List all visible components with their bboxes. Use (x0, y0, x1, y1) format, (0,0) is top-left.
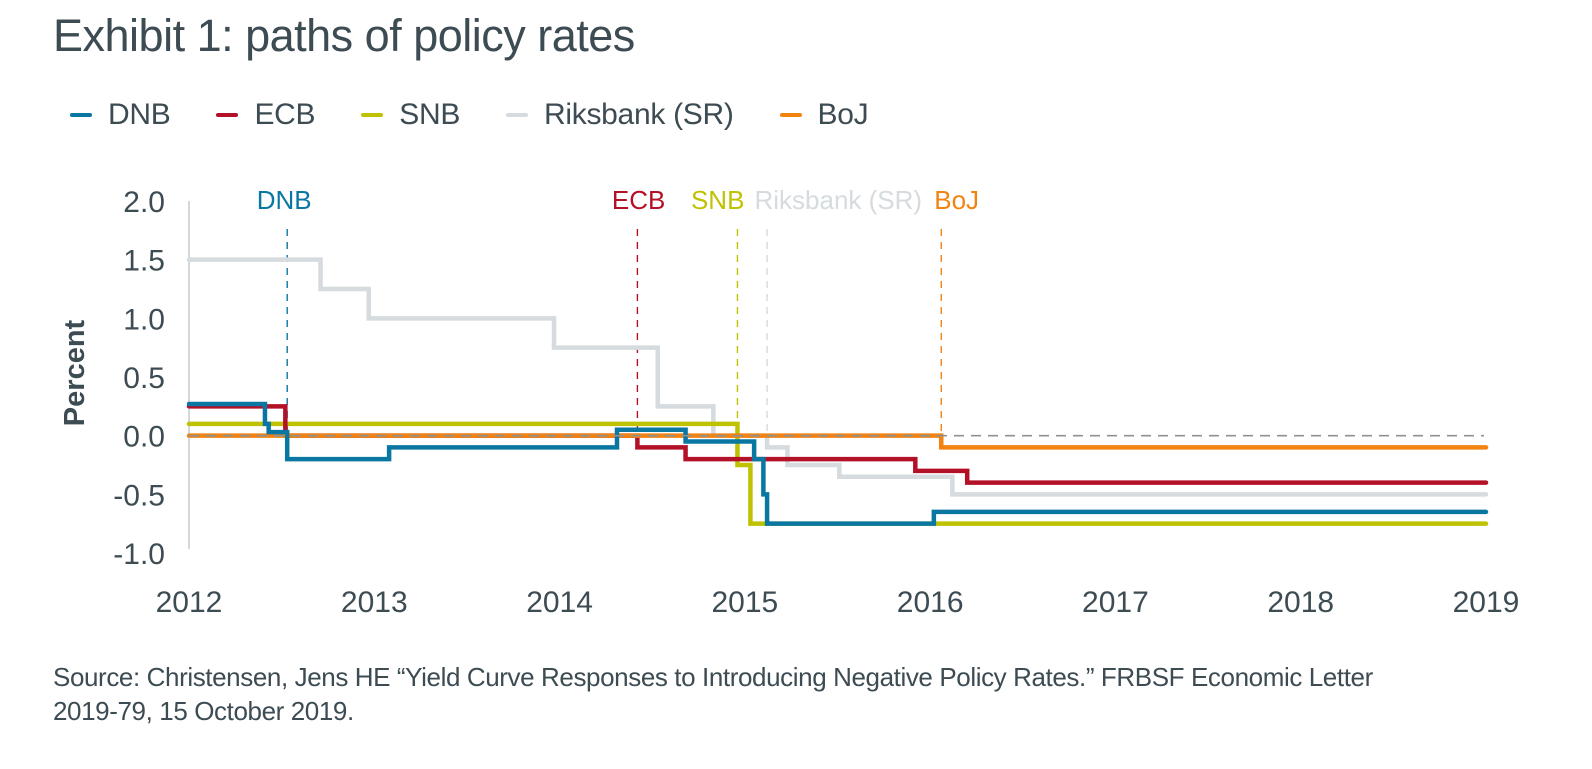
legend-label-dnb: DNB (108, 98, 171, 131)
legend-swatch-ecb (216, 113, 239, 117)
legend-label-riksbank: Riksbank (SR) (544, 98, 734, 131)
x-tick-label: 2019 (1453, 586, 1520, 619)
series-line-boj (186, 433, 1489, 450)
x-tick-label: 2016 (897, 586, 964, 619)
y-tick-label: 1.5 (123, 245, 165, 278)
y-tick-label: 0.0 (123, 421, 165, 454)
legend-swatch-dnb (70, 113, 92, 117)
source-line-1: Source: Christensen, Jens HE “Yield Curv… (53, 662, 1373, 692)
event-label-boj: BoJ (934, 185, 979, 215)
x-tick-label: 2013 (341, 586, 408, 619)
legend-label-boj: BoJ (817, 98, 869, 131)
legend-item-boj: BoJ (779, 98, 869, 132)
x-tick-label: 2014 (526, 586, 593, 619)
legend-swatch-riksbank (506, 113, 529, 117)
event-label-riksbank-sr: Riksbank (SR) (754, 185, 922, 215)
y-tick-label: 2.0 (123, 186, 165, 219)
legend-label-snb: SNB (399, 98, 461, 131)
event-label-dnb: DNB (257, 185, 312, 215)
y-axis-label: Percent (59, 319, 91, 426)
y-axis: 2.0 1.5 1.0 0.5 0.0 -0.5 -1.0 (113, 186, 190, 571)
series-line-riksbank-sr (186, 257, 1489, 497)
series-lines (186, 257, 1489, 526)
legend: DNB ECB SNB Riksbank (SR) BoJ (70, 98, 914, 132)
legend-item-riksbank: Riksbank (SR) (506, 98, 734, 132)
y-tick-label: 0.5 (123, 362, 165, 395)
chart-title: Exhibit 1: paths of policy rates (53, 10, 635, 61)
legend-item-dnb: DNB (70, 98, 171, 132)
x-tick-label: 2015 (711, 586, 778, 619)
x-tick-label: 2017 (1082, 586, 1149, 619)
event-label-ecb: ECB (612, 185, 665, 215)
legend-item-ecb: ECB (216, 98, 316, 132)
source-line-2: 2019-79, 15 October 2019. (53, 696, 354, 726)
x-tick-label: 2012 (156, 586, 223, 619)
y-tick-label: -1.0 (113, 538, 165, 571)
legend-swatch-snb (361, 113, 384, 117)
x-axis: 2012 2013 2014 2015 2016 2017 2018 2019 (156, 586, 1520, 619)
legend-item-snb: SNB (361, 98, 460, 132)
y-tick-label: 1.0 (123, 303, 165, 336)
x-tick-label: 2018 (1267, 586, 1334, 619)
y-tick-label: -0.5 (113, 479, 165, 512)
legend-swatch-boj (779, 113, 802, 117)
source-note: Source: Christensen, Jens HE “Yield Curv… (53, 660, 1573, 728)
legend-label-ecb: ECB (254, 98, 316, 131)
event-markers: DNB ECB SNB Riksbank (SR) BoJ (257, 185, 979, 436)
series-line-dnb (186, 401, 1489, 526)
event-label-snb: SNB (691, 185, 744, 215)
